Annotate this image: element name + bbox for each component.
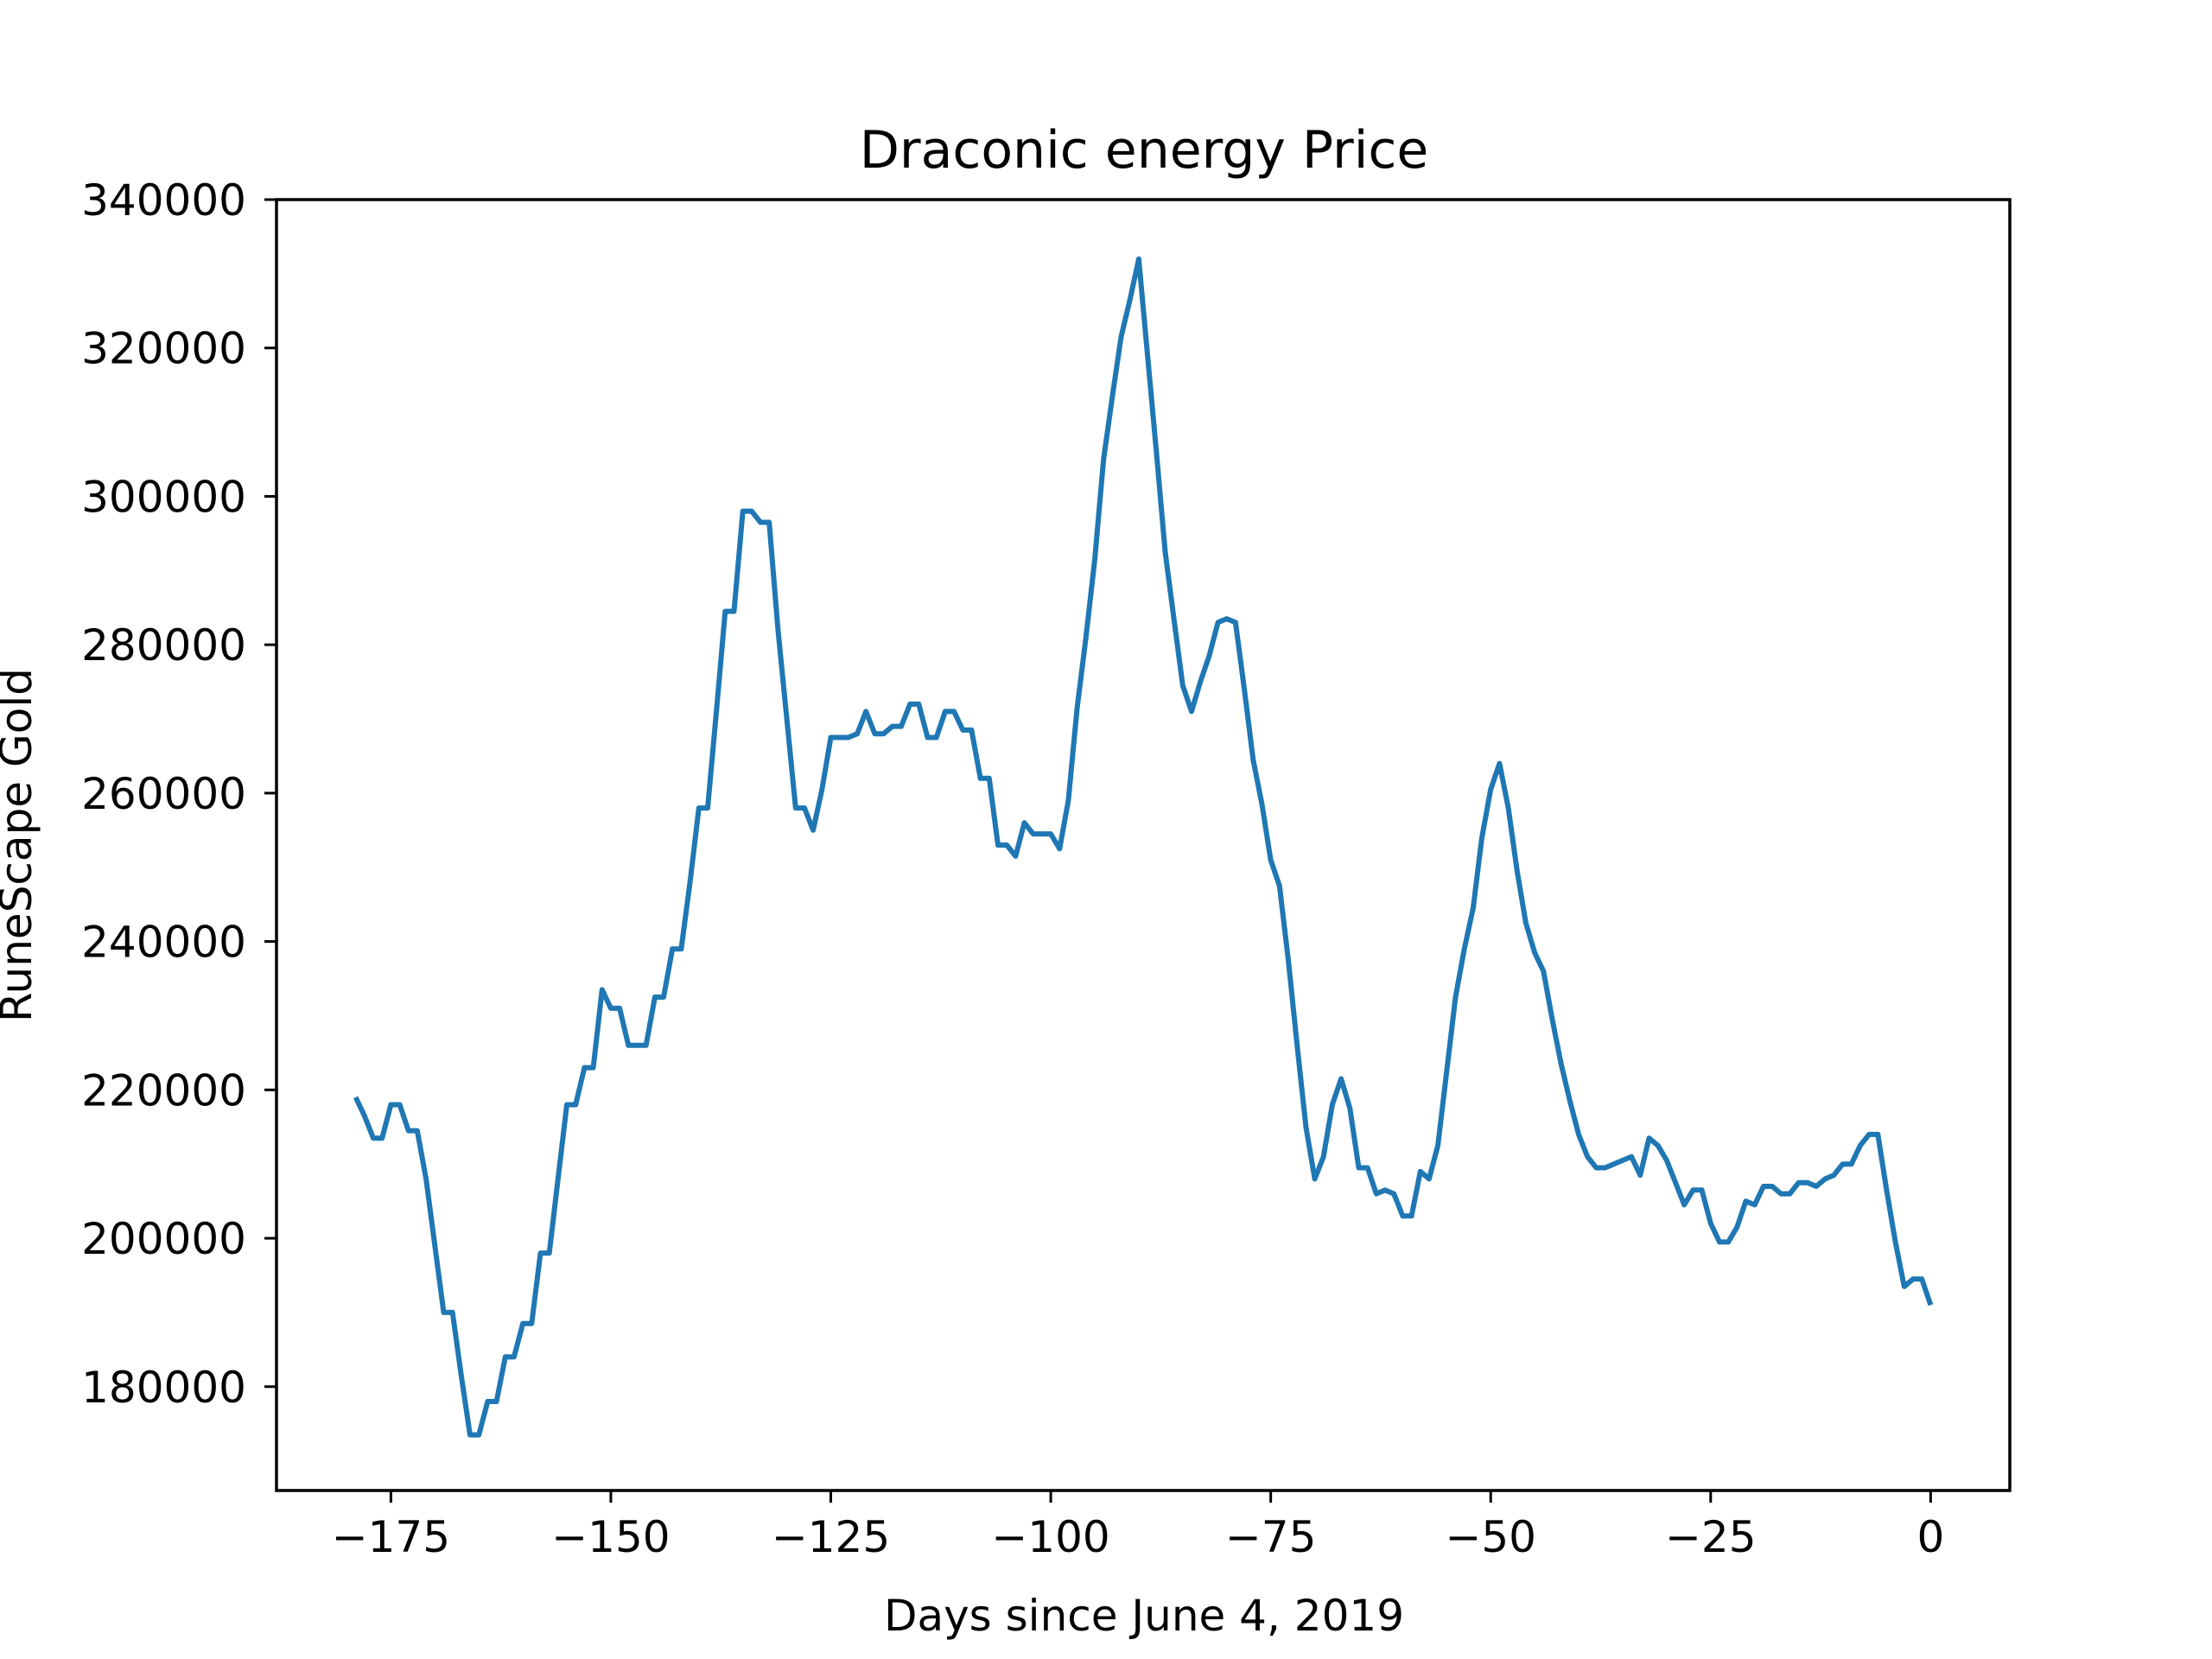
series-line-0: [353, 256, 1934, 1438]
x-tick-label: −25: [1665, 1512, 1757, 1562]
y-tick-label: 320000: [81, 324, 246, 374]
chart-title: Draconic energy Price: [860, 120, 1429, 181]
y-tick-label: 280000: [81, 620, 246, 671]
y-tick-label: 260000: [81, 769, 246, 819]
y-tick-label: 220000: [81, 1065, 246, 1116]
y-tick-label: 200000: [81, 1214, 246, 1264]
y-tick-label: 340000: [81, 175, 246, 226]
x-tick-label: −100: [991, 1512, 1109, 1562]
x-tick-label: −175: [332, 1512, 450, 1562]
y-tick-label: 180000: [81, 1363, 246, 1413]
y-tick-label: 300000: [81, 472, 246, 522]
x-tick-label: 0: [1916, 1512, 1944, 1562]
series-layer: [353, 256, 1934, 1438]
y-axis: 180000 200000 220000 240000 260000 280000 3000…: [81, 175, 276, 1413]
x-axis-label: Days since June 4, 2019: [884, 1591, 1404, 1641]
x-tick-label: −125: [772, 1512, 890, 1562]
plot-frame: [275, 198, 2012, 1492]
y-tick-label: 240000: [81, 918, 246, 968]
x-tick-label: −50: [1445, 1512, 1536, 1562]
x-axis: −175 −150 −125 −100 −75 −50 −25 0: [332, 1491, 1944, 1562]
y-axis-label: RuneScape Gold: [0, 668, 41, 1022]
x-tick-label: −75: [1225, 1512, 1317, 1562]
x-tick-label: −150: [551, 1512, 670, 1562]
